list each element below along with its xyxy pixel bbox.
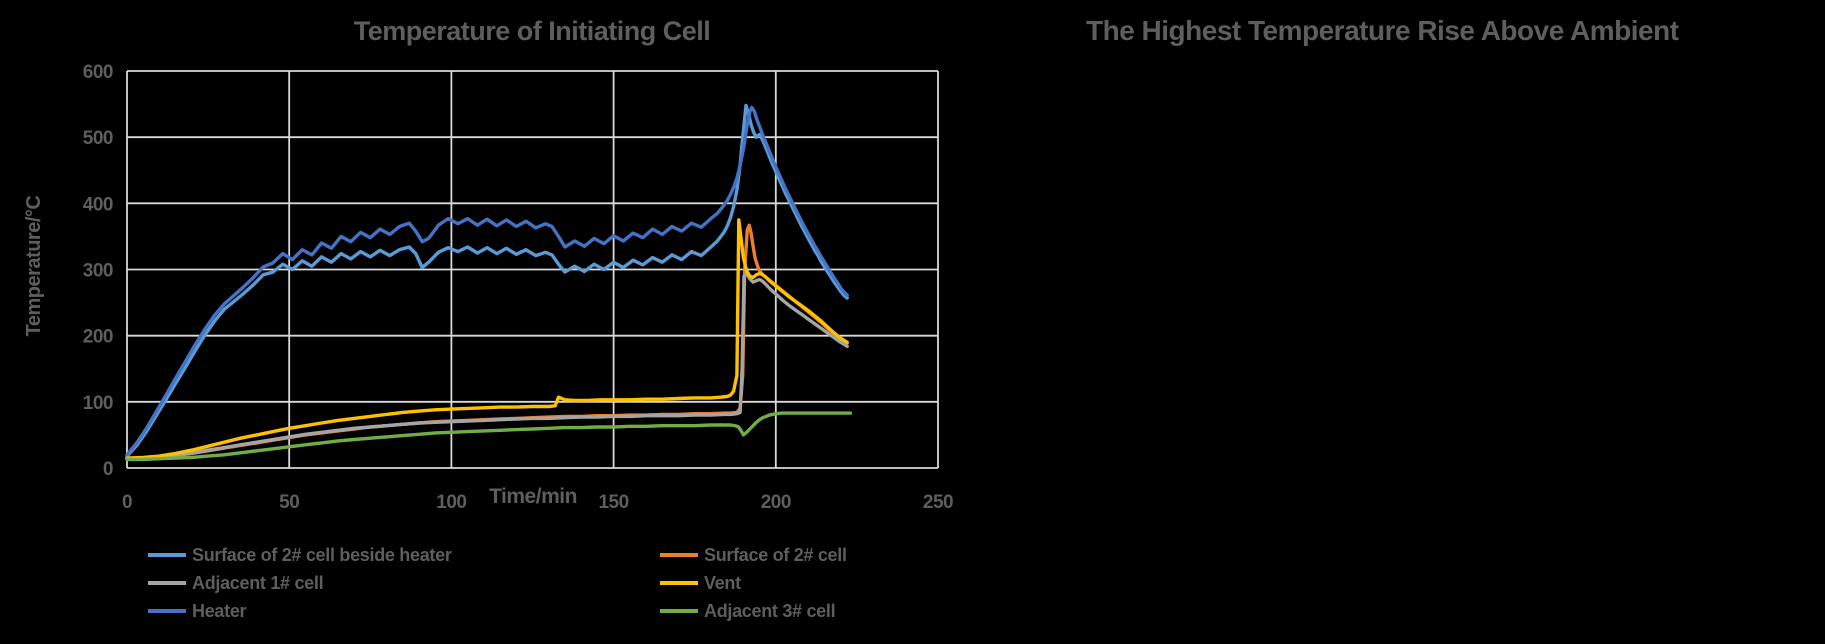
y-tick-label: 0 bbox=[103, 459, 113, 480]
x-tick-label: 50 bbox=[279, 492, 299, 513]
legend-swatch bbox=[660, 581, 698, 585]
series-line-adjacent-3-cell bbox=[125, 411, 853, 462]
x-tick-label: 250 bbox=[923, 492, 953, 513]
legend-item-adjacent-1-cell: Adjacent 1# cell bbox=[148, 573, 660, 594]
chart-legend: Surface of 2# cell beside heater Surface … bbox=[148, 541, 958, 625]
y-tick-label: 400 bbox=[83, 194, 113, 215]
right-panel-title: The Highest Temperature Rise Above Ambie… bbox=[1086, 15, 1679, 46]
x-tick-label: 150 bbox=[598, 492, 628, 513]
legend-label: Surface of 2# cell beside heater bbox=[192, 544, 452, 565]
legend-swatch bbox=[660, 609, 698, 613]
x-tick-label: 0 bbox=[122, 492, 132, 513]
series-line-adjacent-1-cell bbox=[125, 271, 849, 461]
series-line-surface-of-2-cell-beside-heater bbox=[125, 103, 849, 458]
x-axis-title: Time/min bbox=[489, 485, 577, 508]
x-tick-label: 200 bbox=[761, 492, 791, 513]
legend-label: Vent bbox=[704, 572, 741, 593]
legend-item-adjacent-3-cell: Adjacent 3# cell bbox=[660, 601, 958, 622]
x-tick-label: 100 bbox=[436, 492, 466, 513]
legend-item-heater: Heater bbox=[148, 601, 660, 622]
legend-item-surface-of-2-cell-beside-heater: Surface of 2# cell beside heater bbox=[148, 545, 660, 566]
y-tick-label: 300 bbox=[83, 261, 113, 282]
legend-label: Heater bbox=[192, 600, 247, 621]
series-line-vent bbox=[125, 218, 849, 460]
series-line-heater bbox=[125, 105, 849, 457]
legend-item-vent: Vent bbox=[660, 573, 958, 594]
y-tick-label: 200 bbox=[83, 327, 113, 348]
chart-title: Temperature of Initiating Cell bbox=[353, 16, 711, 46]
legend-swatch bbox=[148, 581, 186, 585]
legend-swatch bbox=[148, 609, 186, 613]
plot-svg: 0 100 200 300 400 500 600 0 50 100 150 200 250 bbox=[83, 62, 954, 513]
legend-swatch bbox=[660, 553, 698, 557]
legend-label: Adjacent 3# cell bbox=[704, 600, 836, 621]
y-tick-label: 100 bbox=[83, 393, 113, 414]
y-tick-label: 600 bbox=[83, 62, 113, 83]
y-tick-label: 500 bbox=[83, 128, 113, 149]
legend-item-surface-of-2-cell: Surface of 2# cell bbox=[660, 545, 958, 566]
legend-label: Surface of 2# cell bbox=[704, 544, 847, 565]
legend-label: Adjacent 1# cell bbox=[192, 572, 324, 593]
legend-swatch bbox=[148, 553, 186, 557]
